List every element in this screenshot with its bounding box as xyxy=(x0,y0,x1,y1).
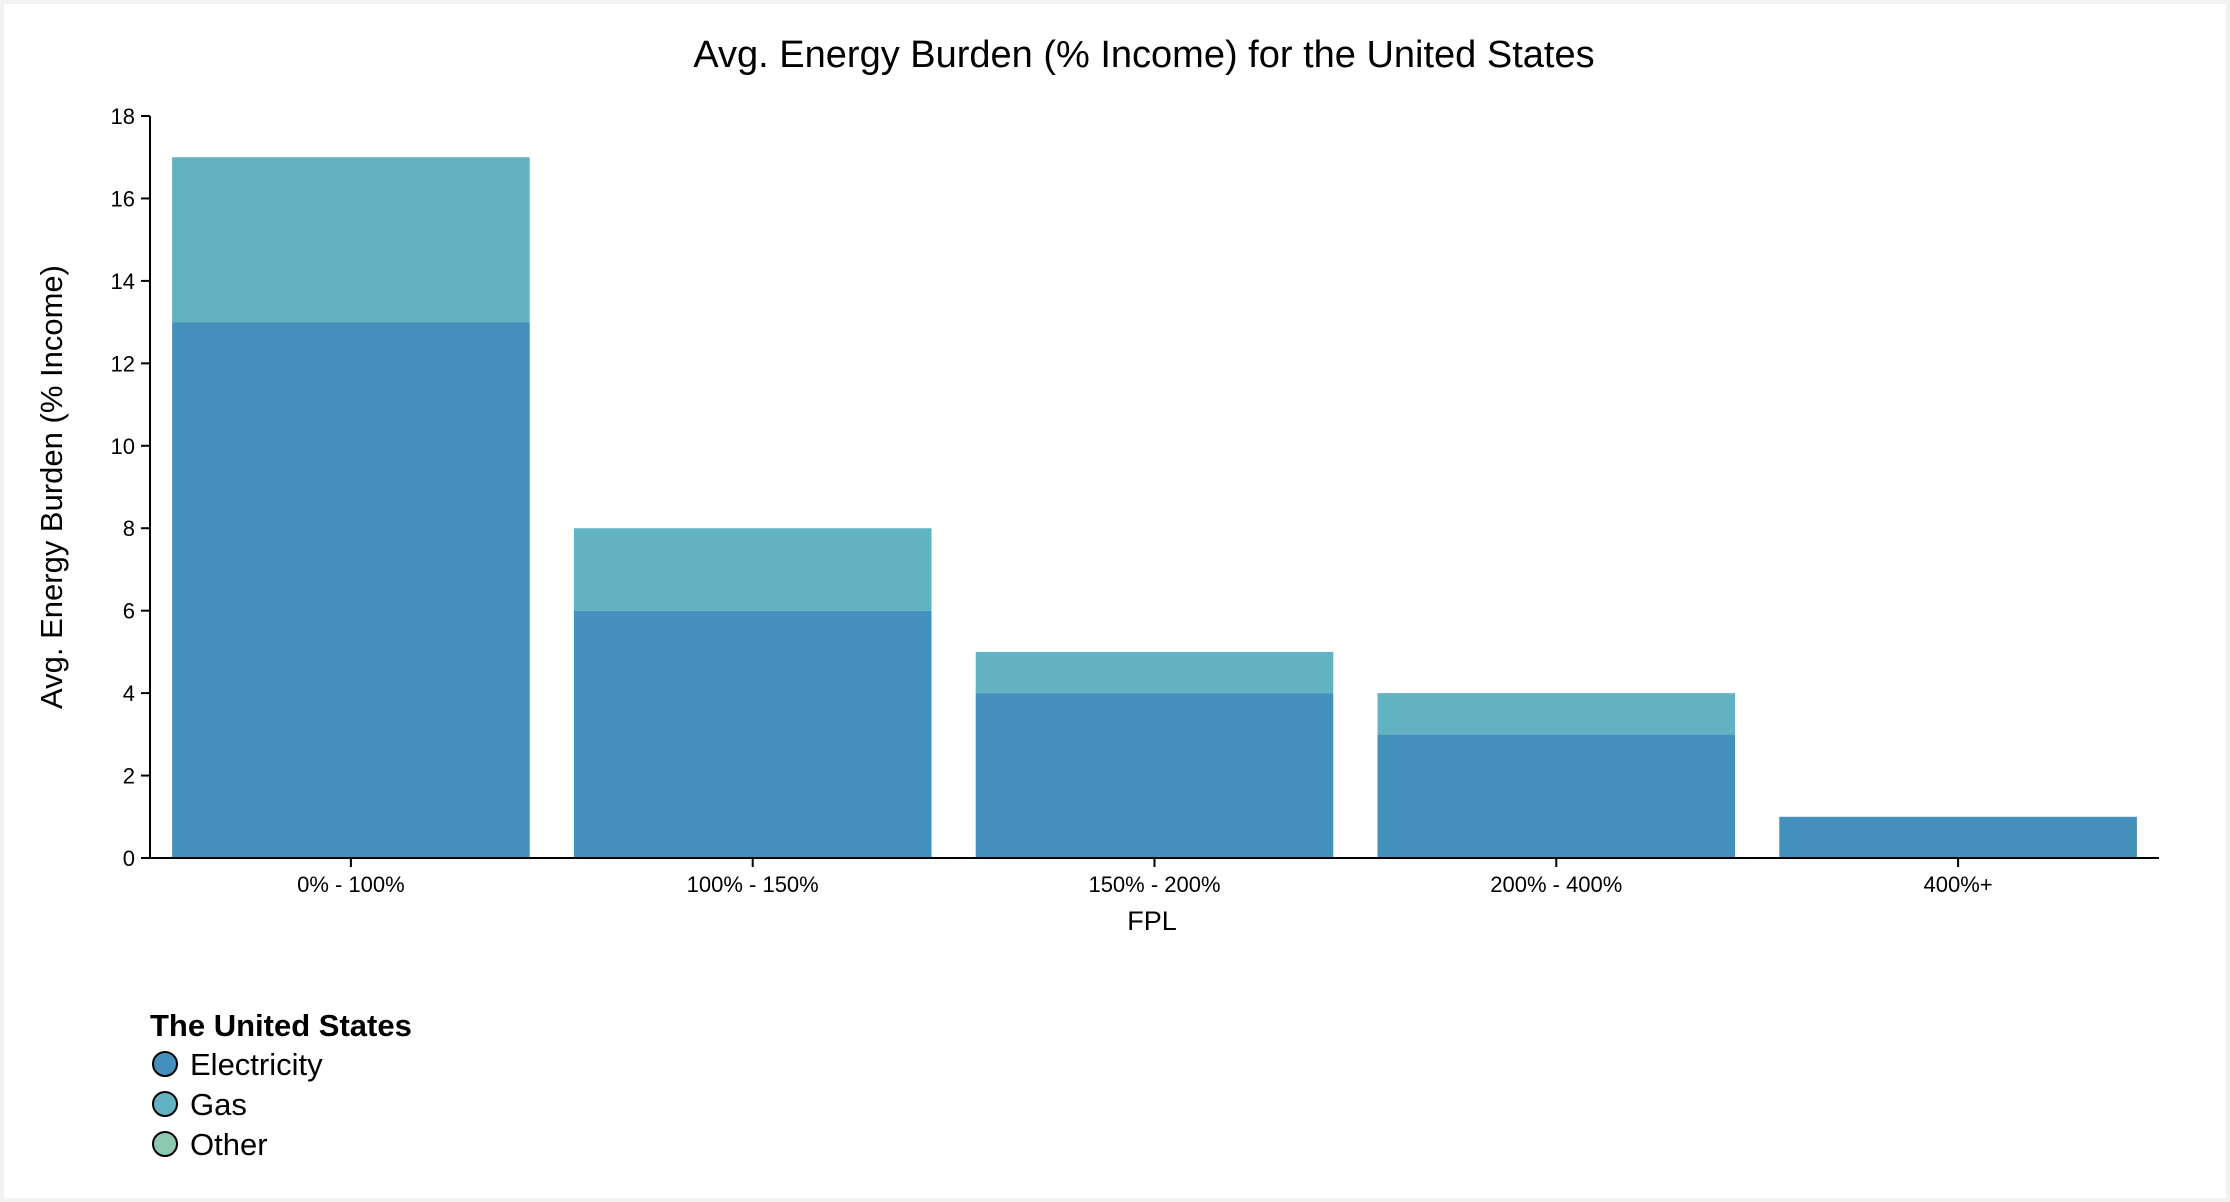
bar-electricity-3 xyxy=(975,693,1334,858)
bar-electricity-5 xyxy=(1779,816,2137,858)
x-tick-label: 100% - 150% xyxy=(687,872,819,897)
legend: The United States Electricity Gas Other xyxy=(150,1008,412,1162)
x-tick-label: 0% - 100% xyxy=(297,872,405,897)
y-tick-label: 16 xyxy=(111,186,135,211)
x-tick-label: 400%+ xyxy=(1924,872,1993,897)
y-tick-label: 18 xyxy=(111,104,135,129)
y-tick-label: 12 xyxy=(111,351,135,376)
legend-label: Electricity xyxy=(190,1047,323,1082)
y-tick-label: 6 xyxy=(123,599,135,624)
x-axis: 0% - 100% 100% - 150% 150% - 200% 200% - 40… xyxy=(150,857,2159,897)
y-tick-label: 0 xyxy=(123,846,135,871)
bar-gas-4 xyxy=(1377,693,1736,735)
y-tick-label: 2 xyxy=(123,764,135,789)
bar-gas-1 xyxy=(172,157,530,323)
y-tick-label: 8 xyxy=(123,516,135,541)
chart-card: Avg. Energy Burden (% Income) for the Un… xyxy=(4,4,2226,1198)
legend-label: Gas xyxy=(190,1087,247,1122)
legend-item-electricity: Electricity xyxy=(152,1047,323,1082)
y-tick-label: 4 xyxy=(123,681,135,706)
bar-gas-2 xyxy=(573,528,932,611)
y-tick-label: 10 xyxy=(111,434,135,459)
bar-electricity-1 xyxy=(172,322,530,859)
y-axis: 0 2 4 6 8 10 12 14 16 18 xyxy=(111,104,151,871)
x-tick-label: 200% - 400% xyxy=(1490,872,1622,897)
y-axis-label: Avg. Energy Burden (% Income) xyxy=(34,265,69,709)
legend-swatch-electricity xyxy=(152,1051,178,1077)
x-tick-label: 150% - 200% xyxy=(1088,872,1220,897)
bar-electricity-4 xyxy=(1377,734,1736,858)
bar-gas-3 xyxy=(975,651,1334,694)
x-axis-label: FPL xyxy=(1127,906,1177,936)
bars-group xyxy=(172,157,2137,859)
legend-label: Other xyxy=(190,1127,268,1162)
legend-swatch-gas xyxy=(152,1091,178,1117)
bar-electricity-2 xyxy=(573,610,932,858)
legend-item-gas: Gas xyxy=(152,1087,247,1122)
legend-item-other: Other xyxy=(152,1127,268,1162)
legend-items: Electricity Gas Other xyxy=(152,1047,323,1162)
y-tick-label: 14 xyxy=(111,269,135,294)
chart-title: Avg. Energy Burden (% Income) for the Un… xyxy=(693,34,1594,76)
legend-title: The United States xyxy=(150,1008,412,1043)
stacked-bar-chart: Avg. Energy Burden (% Income) for the Un… xyxy=(34,34,2159,1162)
legend-swatch-other xyxy=(152,1131,178,1157)
